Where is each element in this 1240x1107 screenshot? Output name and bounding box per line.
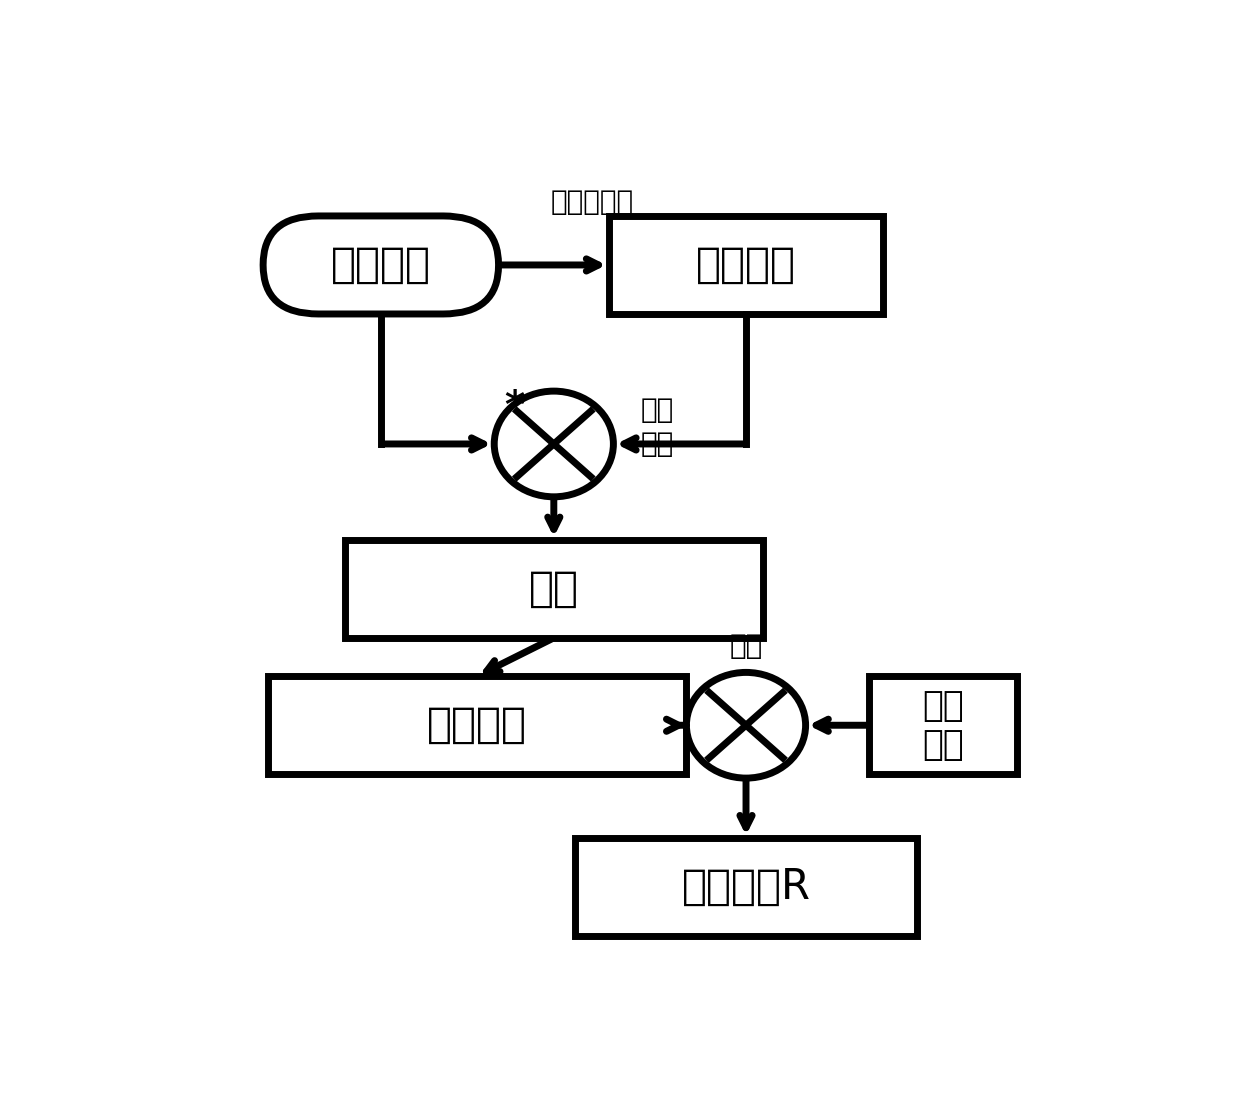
- Text: 累加结果: 累加结果: [427, 704, 527, 746]
- Text: 共轭
复乘: 共轭 复乘: [640, 395, 673, 458]
- Text: *: *: [505, 389, 525, 426]
- Bar: [575, 838, 916, 937]
- Text: 累加: 累加: [528, 568, 579, 610]
- Bar: [609, 216, 883, 314]
- Circle shape: [495, 391, 614, 497]
- Text: 自相关值R: 自相关值R: [682, 866, 811, 908]
- Text: 输入数据: 输入数据: [331, 244, 430, 286]
- Circle shape: [687, 672, 806, 778]
- FancyBboxPatch shape: [263, 216, 498, 314]
- Text: 相乘: 相乘: [729, 632, 763, 660]
- Bar: [268, 676, 686, 774]
- Bar: [868, 676, 1018, 774]
- Bar: [345, 540, 763, 638]
- Text: 一阶寄存器: 一阶寄存器: [551, 188, 634, 216]
- Text: 点数
倒数: 点数 倒数: [923, 689, 963, 762]
- Text: 错位向量: 错位向量: [696, 244, 796, 286]
